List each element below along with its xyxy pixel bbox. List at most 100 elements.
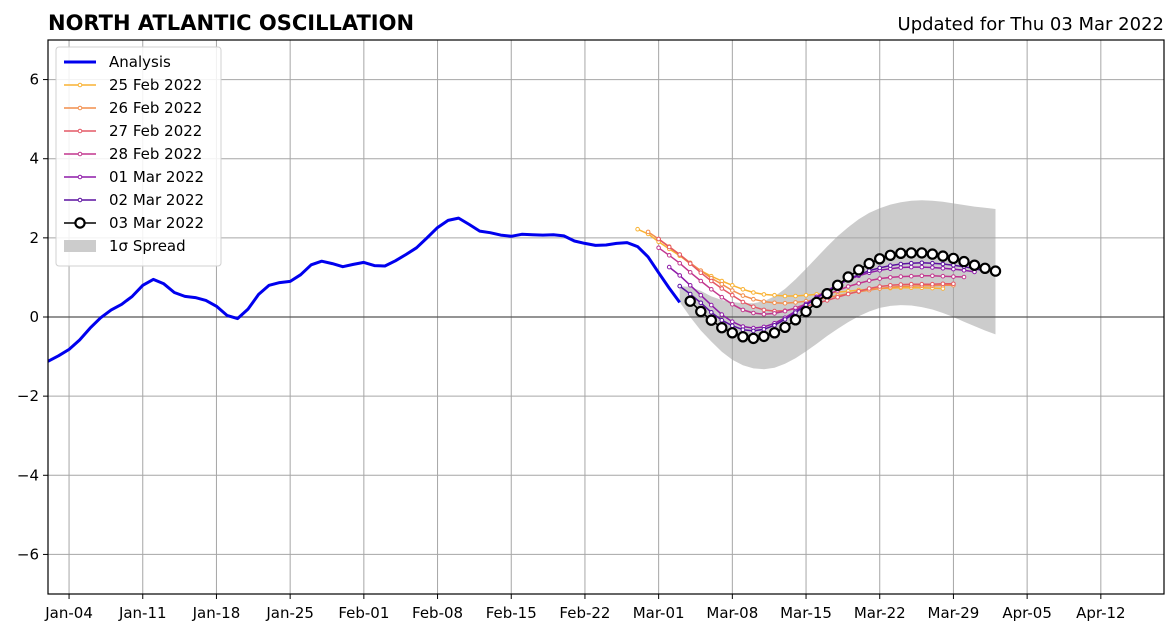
series-3-point-4 [698,270,704,276]
series-4-point-1 [666,253,672,258]
y-tick-label-6: −6 [17,545,39,563]
series-4-point-11 [772,311,777,316]
series-4-point-10 [761,311,767,317]
series-3-point-6 [719,286,725,291]
series-3-point-10 [761,307,767,313]
legend-swatch-spread [64,240,96,252]
series-7-point-27 [968,259,981,271]
y-tick-label-1: 4 [29,150,39,168]
series-5-point-28 [961,268,967,273]
series-6-point-3 [709,310,714,315]
series-2-point-10 [751,296,756,302]
x-tick-label-14: Apr-12 [1076,604,1126,622]
series-3-point-8 [740,299,746,305]
legend-label-5: 01 Mar 2022 [109,168,204,186]
series-2-point-12 [772,300,777,306]
series-2-point-0 [645,229,651,235]
series-4-point-6 [719,294,725,300]
series-3-point-0 [656,236,661,242]
series-7-point-3 [716,322,728,334]
legend-label-3: 27 Feb 2022 [109,122,202,140]
series-5-point-3 [698,292,704,298]
series-3-point-23 [898,282,904,287]
series-4-point-20 [866,278,872,283]
series-4-point-24 [909,273,914,279]
series-7-point-8 [768,327,781,339]
series-5-point-6 [730,319,735,325]
series-3-point-18 [845,291,851,297]
series-7-point-16 [853,264,865,276]
series-7-point-0 [684,295,696,307]
series-6-point-10 [782,317,788,322]
series-3-point-22 [888,283,893,288]
x-tick-label-5: Feb-08 [412,604,463,622]
series-5-point-23 [909,264,914,270]
series-7-point-2 [705,314,718,326]
series-3-point-7 [730,292,735,298]
series-7-point-23 [926,248,939,260]
legend-label-0: Analysis [109,53,171,71]
series-7-point-28 [979,262,991,274]
series-6-point-25 [940,261,946,267]
series-1-point-15 [793,293,798,299]
series-4-point-25 [919,273,925,279]
chart-title: NORTH ATLANTIC OSCILLATION [48,11,414,35]
x-tick-label-11: Mar-22 [854,604,906,622]
series-4-point-3 [687,270,693,275]
series-4-point-5 [709,287,714,292]
series-6-point-0 [677,283,683,289]
series-1-point-16 [803,292,809,298]
x-tick-label-8: Mar-01 [633,604,685,622]
series-4-point-26 [930,273,935,279]
x-tick-label-6: Feb-15 [486,604,537,622]
series-5-point-25 [930,265,935,270]
legend-marker-1 [77,82,83,88]
series-6-point-8 [761,327,767,332]
series-1-point-9 [730,283,735,288]
legend-marker-3 [77,128,83,134]
series-7-point-7 [758,330,770,343]
legend-marker-2 [77,105,83,111]
legend-marker-6 [77,197,83,203]
legend-label-6: 02 Mar 2022 [109,191,204,209]
series-7-point-9 [779,321,791,333]
legend-marker-5 [77,174,83,180]
series-7-point-10 [789,314,802,326]
series-7-point-12 [810,296,823,309]
series-6-point-7 [751,328,756,334]
legend: Analysis 25 Feb 2022 26 Feb 2022 27 Feb 202… [55,46,222,267]
series-5-point-5 [719,312,725,317]
series-6-point-18 [866,268,872,274]
series-7-point-11 [800,305,812,318]
series-3-point-20 [866,286,872,291]
series-7-point-1 [695,305,707,318]
series-3-point-3 [687,261,693,266]
series-1-point-13 [772,292,777,298]
series-4-point-22 [888,275,893,280]
legend-label-2: 26 Feb 2022 [109,99,202,117]
x-tick-label-1: Jan-11 [118,604,167,622]
x-tick-label-7: Feb-22 [559,604,610,622]
series-4-point-21 [877,276,883,281]
plot-content [48,40,1164,594]
series-3-point-21 [877,284,883,289]
series-7-point-6 [747,332,760,345]
series-6-point-6 [740,327,746,333]
x-tick-label-12: Mar-29 [928,604,980,622]
series-1-point-10 [740,287,746,292]
series-2-point-14 [793,300,798,305]
series-6-point-11 [793,310,798,315]
series-7 [684,247,1002,345]
series-4-point-0 [656,245,661,251]
series-3-point-27 [940,281,946,287]
series-7-point-5 [737,331,749,343]
y-tick-label-4: −2 [17,387,39,405]
series-5-point-0 [666,264,672,270]
series-6-point-21 [898,261,904,267]
series-4-point-23 [898,274,904,279]
series-line-0 [48,216,681,363]
series-7-point-15 [842,271,854,283]
y-tick-label-0: 6 [29,71,39,89]
series-3-point-5 [709,278,714,284]
